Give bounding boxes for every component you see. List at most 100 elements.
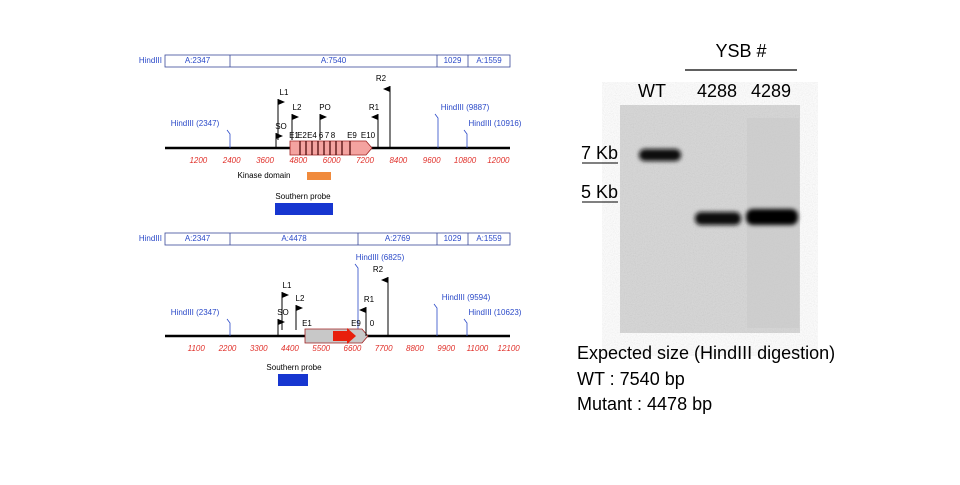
exon-label: E10 (361, 131, 376, 140)
exon-label: 6 (319, 131, 324, 140)
primer-label: SO (275, 122, 287, 131)
band (695, 212, 741, 225)
kinase-domain-label: Kinase domain (238, 171, 291, 180)
fragment-label: A:4478 (281, 234, 307, 243)
site-label: HindIII (139, 56, 162, 65)
site-line (463, 318, 468, 336)
marker-label: 5 Kb (581, 182, 618, 202)
scale-label: 4400 (281, 344, 299, 353)
hindiii-site: HindIII (2347) (171, 308, 220, 317)
band (746, 209, 798, 225)
site-line (226, 129, 231, 148)
scale-label: 2200 (218, 344, 237, 353)
scale-label: 3600 (256, 156, 274, 165)
primer-flag (296, 305, 303, 311)
fragment-bar (164, 232, 511, 246)
primer-flag (383, 86, 390, 92)
primer-flag (359, 307, 366, 313)
fragment-label: 1029 (444, 56, 462, 65)
hindiii-site: HindIII (6825) (356, 253, 405, 262)
expected-line: Mutant : 4478 bp (577, 394, 712, 414)
hindiii-site: HindIII (9887) (441, 103, 490, 112)
fragment-label: A:2769 (385, 234, 411, 243)
primer-label: R1 (369, 103, 380, 112)
lane-label: WT (638, 81, 666, 101)
primer-flag (320, 114, 327, 120)
scale-label: 4800 (289, 156, 307, 165)
scale-label: 3300 (250, 344, 268, 353)
exon-label: E9 (351, 319, 361, 328)
hindiii-site: HindIII (10623) (469, 308, 522, 317)
site-line (463, 129, 468, 148)
scale-label: 9600 (423, 156, 441, 165)
scale-label: 1100 (188, 344, 206, 353)
lane-label: 4288 (697, 81, 737, 101)
hindiii-site: HindIII (9594) (442, 293, 491, 302)
primer-label: R2 (376, 74, 387, 83)
scale-label: 12100 (498, 344, 521, 353)
fragment-label: A:2347 (185, 56, 211, 65)
scale-label: 12000 (487, 156, 510, 165)
scale-label: 10800 (454, 156, 477, 165)
lane-label: 4289 (751, 81, 791, 101)
exon-label: E4 (307, 131, 317, 140)
site-label: HindIII (139, 234, 162, 243)
scale-label: 6600 (344, 344, 362, 353)
exon-label: E9 (347, 131, 357, 140)
exon-label: E1 (289, 131, 299, 140)
hindiii-site: HindIII (2347) (171, 119, 220, 128)
expected-title: Expected size (HindIII digestion) (577, 343, 835, 363)
scale-label: 2400 (222, 156, 241, 165)
scale-label: 9900 (437, 344, 455, 353)
probe-bar (275, 203, 333, 215)
site-line (433, 303, 438, 336)
kinase-domain-bar (307, 172, 331, 180)
exon-label: 7 (325, 131, 330, 140)
primer-label: R2 (373, 265, 384, 274)
band (639, 149, 681, 161)
exon-label: 0 (370, 319, 375, 328)
selection-marker (333, 328, 356, 344)
scale-label: 1200 (189, 156, 207, 165)
primer-label: R1 (364, 295, 375, 304)
primer-label: L1 (283, 281, 292, 290)
primer-flag (282, 292, 289, 298)
probe-bar (278, 374, 308, 386)
site-line (354, 263, 359, 336)
primer-label: L2 (296, 294, 305, 303)
primer-flag (371, 114, 378, 120)
scale-label: 6000 (323, 156, 341, 165)
gene (289, 140, 373, 156)
fragment-label: A:1559 (476, 56, 502, 65)
fragment-label: A:2347 (185, 234, 211, 243)
scale-label: 8400 (389, 156, 407, 165)
primer-flag (381, 277, 388, 283)
site-line (226, 318, 231, 336)
primer-flag (276, 133, 283, 139)
scale-label: 7700 (375, 344, 393, 353)
group-label: YSB # (715, 41, 766, 61)
exon-label: E2 (297, 131, 307, 140)
scale-label: 8800 (406, 344, 424, 353)
scale-label: 11000 (467, 344, 489, 353)
scale-label: 5500 (312, 344, 330, 353)
primer-flag (278, 99, 285, 105)
fragment-label: A:1559 (476, 234, 502, 243)
expected-line: WT : 7540 bp (577, 369, 685, 389)
primer-label: PO (319, 103, 331, 112)
hindiii-site: HindIII (10916) (469, 119, 522, 128)
primer-label: SO (277, 308, 289, 317)
scale-label: 7200 (356, 156, 374, 165)
marker-label: 7 Kb (581, 143, 618, 163)
exon-label: E1 (302, 319, 312, 328)
site-line (434, 113, 439, 148)
fragment-bar (164, 54, 511, 68)
primer-label: L2 (293, 103, 302, 112)
fragment-label: A:7540 (321, 56, 347, 65)
probe-label: Southern probe (275, 192, 331, 201)
primer-flag (292, 114, 299, 120)
fragment-label: 1029 (444, 234, 462, 243)
primer-label: L1 (280, 88, 289, 97)
exon-label: 8 (331, 131, 336, 140)
